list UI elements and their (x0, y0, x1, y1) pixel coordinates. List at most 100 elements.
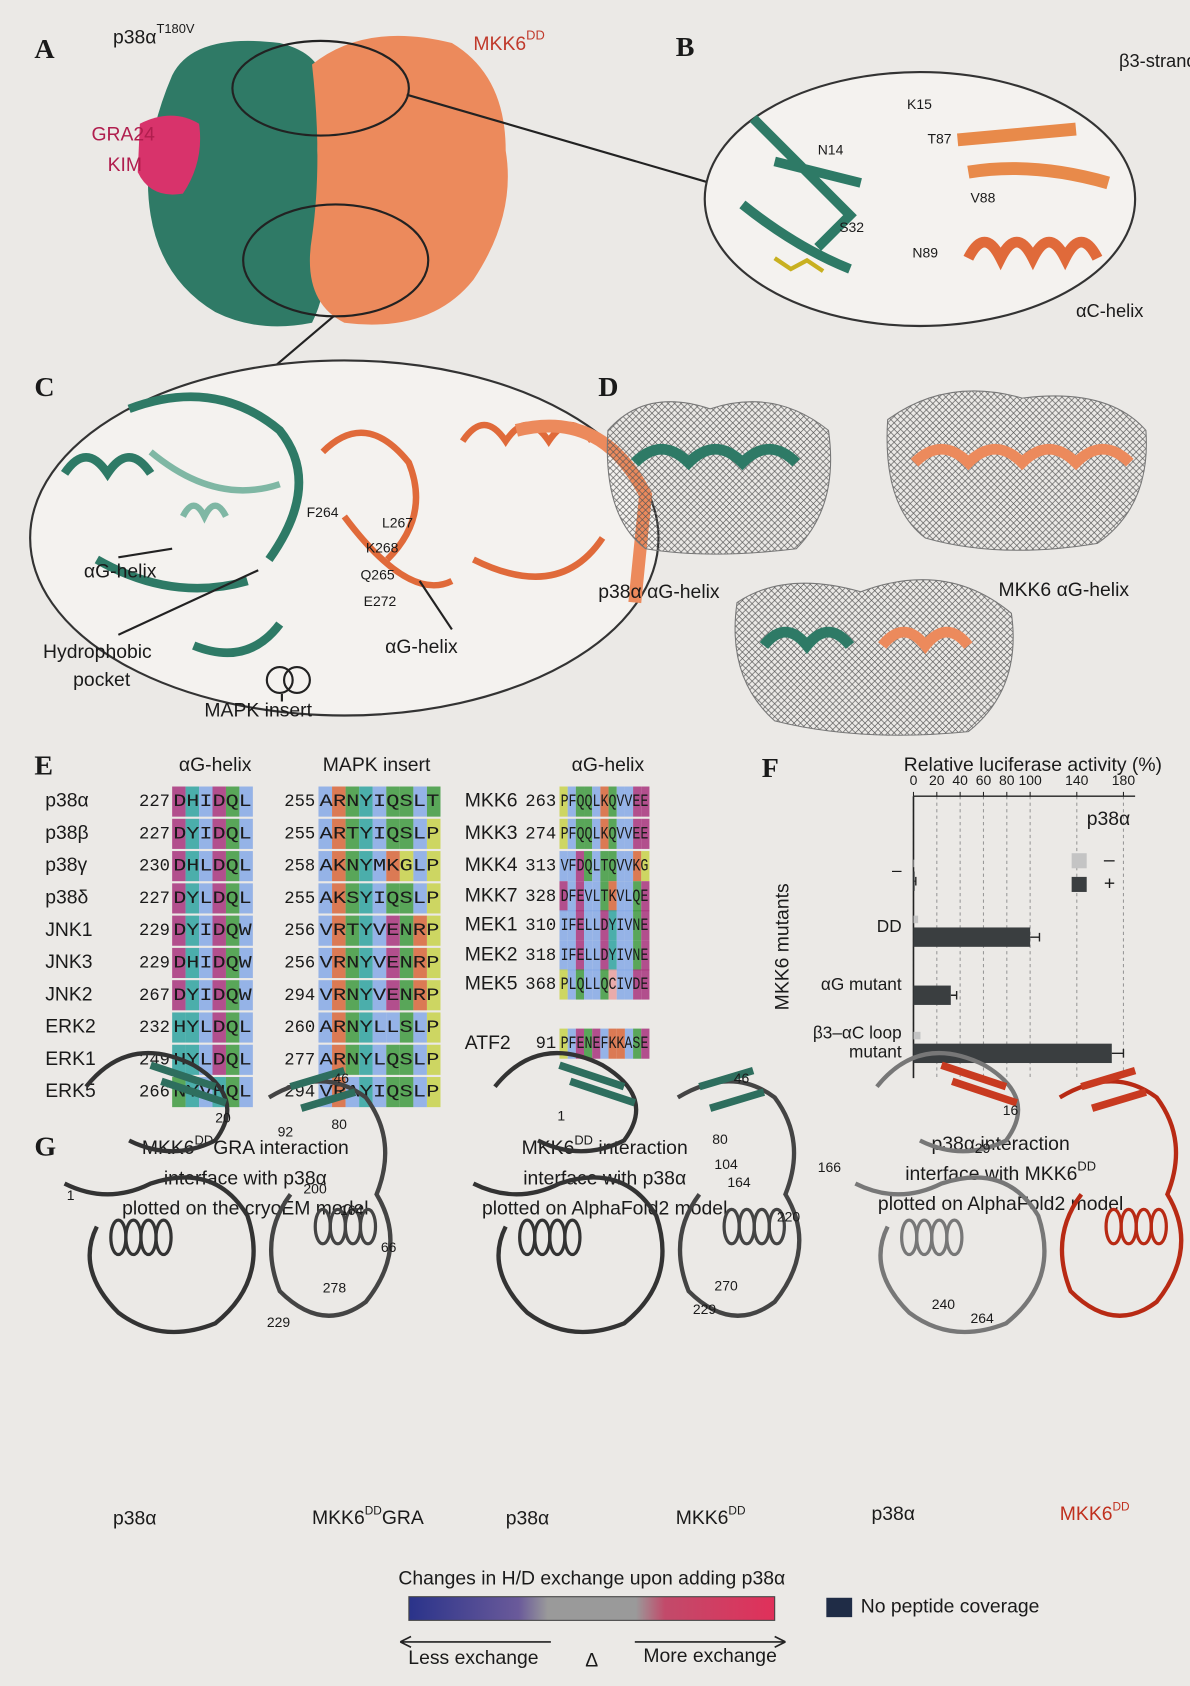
legend-title: p38α (1087, 808, 1131, 830)
x-tick-label: 180 (1112, 772, 1136, 788)
residue-shading (386, 883, 400, 914)
start-number: 229 (139, 922, 170, 941)
residue-shading (172, 786, 186, 817)
legend-label: + (1104, 873, 1115, 895)
structure-label: αC-helix (1076, 300, 1143, 321)
legend-swatch (1071, 853, 1087, 869)
residue-shading (616, 940, 625, 971)
residue-shading (399, 1077, 414, 1108)
residue-shading (318, 947, 333, 979)
panel-label: B (676, 32, 695, 63)
name: MKK6 (676, 1507, 729, 1529)
residue-shading (399, 1012, 414, 1043)
residue-shading (239, 915, 253, 946)
residue-number: 66 (381, 1239, 397, 1255)
residue-shading (633, 851, 642, 882)
residue-shading (624, 940, 634, 971)
residue-shading (592, 1028, 601, 1059)
residue-shading (318, 851, 333, 882)
start-number: 310 (525, 917, 556, 936)
residue-shading (332, 1012, 346, 1043)
residue-shading (212, 947, 226, 979)
residue-shading (399, 851, 414, 882)
residue-shading (332, 786, 346, 817)
error-bar (950, 990, 958, 1000)
residue-shading (575, 1028, 585, 1059)
residue-shading (624, 910, 634, 941)
panel-label: F (762, 753, 779, 784)
residue-number: 270 (714, 1278, 738, 1294)
row-name: MEK1 (465, 913, 518, 935)
helix (900, 1218, 919, 1257)
ribbon-model (472, 1051, 802, 1335)
sequence: DHLDQL (173, 858, 252, 877)
residue-shading (633, 881, 642, 912)
residue-shading (225, 1012, 240, 1043)
residue-shading (608, 1028, 617, 1059)
sequence: HYLDQL (173, 1019, 252, 1038)
superscript: DD (728, 1504, 745, 1518)
residue-shading (359, 947, 373, 979)
residue-shading (345, 818, 360, 849)
residue-shading (225, 1077, 240, 1108)
residue-shading (372, 851, 387, 882)
residue-shading (592, 786, 601, 817)
alignment-header: αG-helix (572, 754, 645, 776)
residue-shading (212, 915, 226, 946)
helix (752, 1207, 771, 1246)
residue-shading (359, 1044, 373, 1075)
model-title: plotted on the cryoEM model (122, 1197, 368, 1219)
residue-shading (600, 1028, 609, 1059)
model-title: interface with p38α (164, 1167, 327, 1189)
residue-shading (592, 818, 601, 849)
residue-shading (345, 786, 360, 817)
start-number: 91 (536, 1035, 557, 1054)
category-label: – (892, 862, 902, 880)
residue-shading (332, 947, 346, 979)
residue-shading (426, 1044, 441, 1075)
residue-shading (199, 818, 213, 849)
ribbon (472, 1051, 665, 1335)
residue-shading (239, 883, 253, 914)
residue-shading (608, 851, 617, 882)
residue-shading (633, 786, 642, 817)
residue-shading (413, 947, 427, 979)
residue-shading (199, 1012, 213, 1043)
residue-shading (567, 910, 576, 941)
start-number: 328 (525, 888, 556, 907)
panel-label: A (34, 34, 54, 65)
residue-number: 1 (557, 1108, 565, 1124)
bar (913, 915, 919, 924)
residue-shading (600, 851, 609, 882)
bar-chart: 0 20 40 60 80 100 140 180 – DD αG mutant β3–αC loop… (753, 772, 1136, 1079)
row-name: JNK2 (45, 983, 92, 1005)
residue-shading (641, 851, 650, 882)
chart-title: Relative luciferase activity (%) (904, 754, 1162, 776)
start-number: 260 (284, 1019, 315, 1038)
protein-label: p38α (506, 1507, 550, 1529)
residue-shading (575, 910, 585, 941)
residue-shading (185, 980, 200, 1011)
start-number: 255 (284, 793, 315, 812)
residue-shading (399, 818, 414, 849)
residue-shading (592, 940, 601, 971)
residue-shading (185, 915, 200, 946)
residue-shading (225, 1044, 240, 1075)
sequence: AKNYMKGLP (320, 858, 440, 877)
color-scale (408, 1596, 776, 1621)
residue-shading (426, 818, 441, 849)
superscript: DD (574, 1133, 593, 1148)
residue-shading (592, 910, 601, 941)
residue-shading (172, 818, 186, 849)
category-wrap: DD (753, 897, 902, 957)
residue-shading (372, 883, 387, 914)
panel-label: G (34, 1132, 56, 1163)
y-tick-label: β3–αC loop mutant (812, 1024, 902, 1062)
residue-number: 278 (323, 1280, 347, 1296)
alignment-header: αG-helix (179, 754, 252, 776)
strand (940, 1061, 1147, 1112)
sequence: DHIDQL (173, 793, 252, 812)
residue-shading (616, 881, 625, 912)
helix (1134, 1207, 1153, 1246)
